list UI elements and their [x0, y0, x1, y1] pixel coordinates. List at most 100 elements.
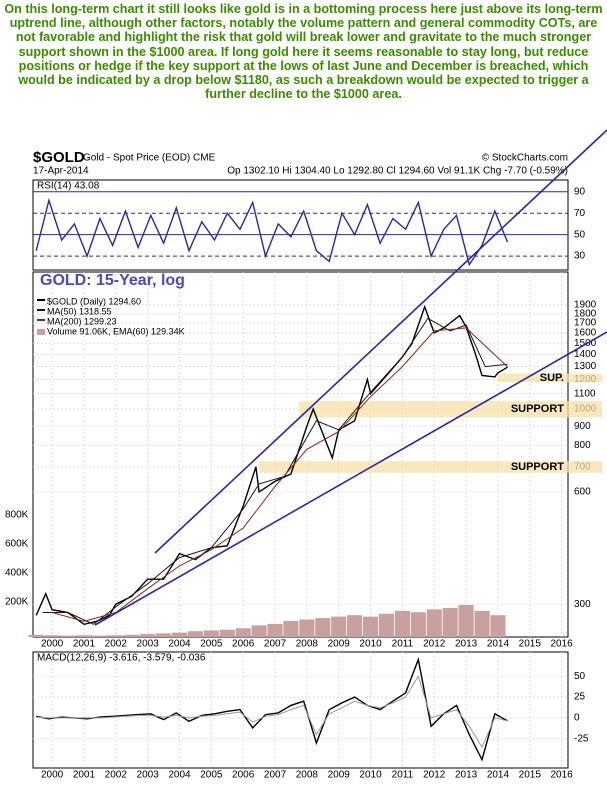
- panel-title: MACD(12,26,9) -3.616, -3.579, -0.036: [37, 653, 206, 664]
- x-tick-label: 2009: [328, 639, 351, 650]
- x-tick-label: 2015: [519, 639, 542, 650]
- volume-bar: [362, 616, 379, 637]
- panel: 2000 2001 2002 2003 2004 2005 2006 2007 2008 2009…: [5, 271, 602, 650]
- volume-bar: [124, 634, 140, 637]
- y-tick-label: 1300: [574, 361, 597, 372]
- x-tick-label: 2006: [232, 639, 255, 650]
- volume-bar: [378, 613, 395, 637]
- date: 17-Apr-2014: [33, 166, 89, 177]
- y2-tick-label: 600K: [5, 538, 29, 549]
- upper-trendline: [154, 129, 607, 554]
- y-tick-label: 1400: [574, 349, 597, 360]
- volume-bar: [219, 629, 235, 637]
- band-label: SUP.: [540, 372, 564, 384]
- volume-bar: [347, 615, 363, 637]
- x-tick-label: 2012: [423, 639, 446, 650]
- panel-title: RSI(14) 43.08: [37, 181, 100, 192]
- x-tick-label: 2003: [137, 639, 160, 650]
- x-tick-label: 2016: [551, 639, 574, 650]
- volume-bar: [458, 605, 474, 637]
- y-tick-label: -25: [574, 733, 589, 744]
- legend-swatch: [37, 329, 45, 335]
- volume-bar: [140, 634, 156, 637]
- volume-bar: [76, 635, 92, 637]
- volume-bar: [44, 635, 60, 637]
- y-tick-label: 1800: [574, 308, 597, 319]
- y2-tick-label: 200K: [5, 597, 29, 608]
- panel: 30 50 70 90 RSI(14) 43.08: [32, 179, 586, 271]
- support-band: [298, 401, 602, 418]
- volume-bar: [426, 609, 442, 637]
- credit: © StockCharts.com: [482, 153, 568, 164]
- volume-bar: [474, 610, 490, 637]
- x-tick-label: 2016: [551, 770, 574, 781]
- x-tick-label: 2008: [296, 770, 319, 781]
- volume-bar: [283, 621, 299, 637]
- plot-area: [32, 651, 569, 769]
- volume-bar: [299, 619, 315, 637]
- commentary: On this long-term chart it still looks l…: [4, 2, 603, 102]
- x-tick-label: 2005: [200, 770, 223, 781]
- volume-bar: [203, 630, 219, 637]
- x-tick-label: 2007: [264, 770, 287, 781]
- x-tick-label: 2001: [73, 639, 96, 650]
- y-tick-label: 900: [574, 421, 591, 432]
- series-line: [51, 327, 508, 622]
- quote: Op 1302.10 Hi 1304.40 Lo 1292.80 Cl 1294…: [227, 166, 568, 177]
- x-tick-label: 2010: [359, 770, 382, 781]
- x-tick-label: 2011: [392, 639, 414, 650]
- y-tick-label: 50: [574, 229, 586, 240]
- x-tick-label: 2006: [232, 770, 255, 781]
- legend-label: Volume 91.06K, EMA(60) 129.34K: [47, 326, 185, 336]
- y-tick-label: 1100: [574, 388, 596, 399]
- x-tick-label: 2010: [359, 639, 382, 650]
- x-tick-label: 2014: [487, 639, 510, 650]
- y2-tick-label: 400K: [5, 567, 29, 578]
- legend-swatch: [37, 319, 45, 321]
- x-tick-label: 2001: [73, 770, 96, 781]
- support-band: [259, 461, 602, 473]
- x-tick-label: 2002: [105, 770, 128, 781]
- y-tick-label: 1700: [574, 318, 597, 329]
- x-tick-label: 2015: [519, 770, 542, 781]
- y-tick-label: 30: [574, 251, 586, 262]
- x-tick-label: 2004: [168, 639, 191, 650]
- x-tick-label: 2009: [328, 770, 351, 781]
- legend-label: $GOLD (Daily) 1294.60: [47, 296, 141, 306]
- y-tick-label: 70: [574, 208, 586, 219]
- y-tick-label: 0: [574, 713, 580, 724]
- series-line: [36, 674, 508, 749]
- security-name: Gold - Spot Price (EOD) CME: [83, 153, 216, 164]
- x-tick-label: 2007: [264, 639, 287, 650]
- series-line: [35, 197, 509, 267]
- volume-bar: [442, 607, 458, 637]
- x-tick-label: 2014: [487, 770, 510, 781]
- volume-bar: [28, 634, 44, 637]
- y-tick-label: 50: [574, 671, 586, 682]
- x-tick-label: 2004: [168, 770, 191, 781]
- lower-trendline: [94, 331, 607, 626]
- volume-bar: [394, 610, 410, 637]
- volume-bar: [267, 623, 283, 637]
- symbol: $GOLD: [33, 149, 85, 166]
- panel: 2000 2001 2002 2003 2004 2005 2006 2007 2008 2009…: [32, 651, 589, 781]
- volume-bar: [235, 628, 251, 637]
- x-tick-label: 2013: [455, 770, 478, 781]
- y-tick-label: 800: [574, 440, 591, 451]
- x-tick-label: 2000: [41, 639, 64, 650]
- volume-bar: [60, 635, 76, 637]
- x-tick-label: 2005: [200, 639, 223, 650]
- y-tick-label: 1600: [574, 328, 597, 339]
- x-tick-label: 2012: [423, 770, 446, 781]
- y-tick-label: 600: [574, 486, 591, 497]
- plot-area: [32, 179, 569, 271]
- y-tick-label: 25: [574, 692, 586, 703]
- volume-bar: [490, 615, 506, 637]
- volume-bar: [410, 612, 426, 637]
- legend-label: MA(200) 1299.23: [47, 316, 117, 326]
- volume-bar: [251, 625, 267, 637]
- band-label: SUPPORT: [511, 403, 564, 415]
